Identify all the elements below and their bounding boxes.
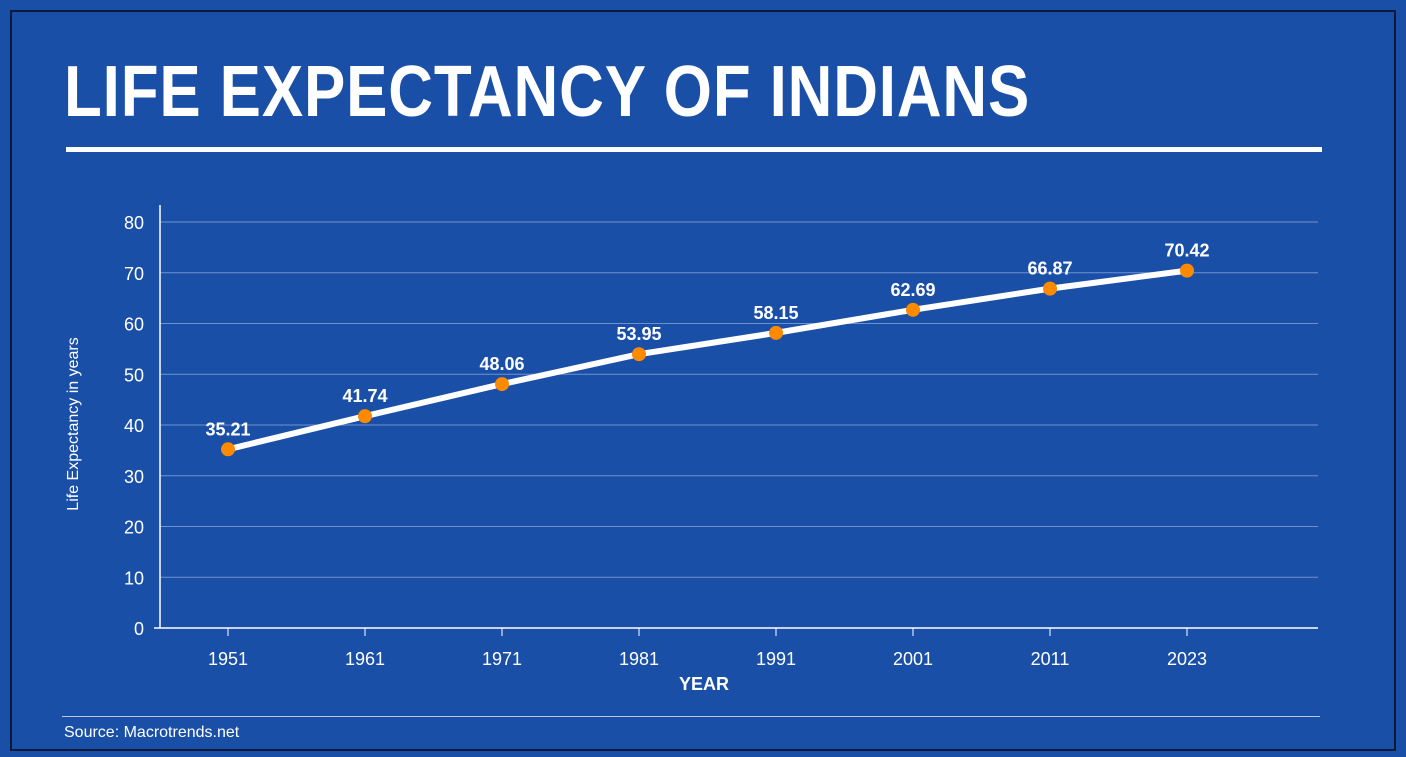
- source-note: Source: Macrotrends.net: [64, 724, 240, 741]
- x-tick-label: 2011: [1031, 649, 1070, 669]
- footer-divider: [62, 716, 1320, 717]
- x-tick-label: 2023: [1167, 649, 1207, 669]
- data-label: 58.15: [753, 303, 798, 323]
- data-point: [495, 377, 509, 392]
- x-tick-label: 1991: [756, 649, 796, 669]
- x-tick-label: 1971: [482, 649, 522, 669]
- data-label: 66.87: [1027, 259, 1072, 279]
- x-tick-label: 1981: [619, 649, 659, 669]
- gridlines: [160, 221, 1318, 578]
- series-group: 35.21 41.74 48.06 53.95 58.15 62.69 66.87 70.42: [205, 241, 1210, 457]
- y-tick-label: 80: [124, 213, 144, 233]
- data-point: [906, 302, 920, 317]
- axes: [154, 205, 1318, 629]
- y-tick-label: 10: [124, 568, 144, 588]
- data-point: [358, 409, 372, 424]
- y-tick-label: 50: [124, 365, 144, 385]
- y-axis-label: Life Expectancy in years: [65, 337, 82, 510]
- data-point: [769, 325, 783, 340]
- x-axis-ticks: 1951 1961 1971 1981 1991 2001 2011 2023: [208, 628, 1207, 669]
- title-underline: [66, 147, 1322, 152]
- data-point: [632, 347, 646, 362]
- x-tick-label: 2001: [893, 649, 933, 669]
- data-label: 41.74: [342, 386, 387, 406]
- x-axis-label: YEAR: [679, 674, 729, 694]
- data-point: [1180, 263, 1194, 278]
- y-tick-label: 20: [124, 518, 144, 538]
- data-label: 35.21: [205, 419, 250, 439]
- data-point: [1043, 281, 1057, 296]
- y-axis-ticks: 0 10 20 30 40 50 60 70 80: [124, 213, 144, 639]
- y-tick-label: 70: [124, 264, 144, 284]
- y-tick-label: 60: [124, 315, 144, 335]
- data-label: 62.69: [890, 280, 935, 300]
- y-tick-label: 30: [124, 467, 144, 487]
- data-label: 53.95: [616, 324, 661, 344]
- y-tick-label: 40: [124, 416, 144, 436]
- y-tick-label: 0: [134, 619, 144, 639]
- x-tick-label: 1951: [208, 649, 248, 669]
- data-label: 48.06: [479, 354, 524, 374]
- data-point: [221, 442, 235, 457]
- data-label: 70.42: [1164, 241, 1209, 261]
- chart-title: LIFE EXPECTANCY OF INDIANS: [64, 52, 1031, 132]
- series-line: [225, 267, 1190, 453]
- x-tick-label: 1961: [345, 649, 385, 669]
